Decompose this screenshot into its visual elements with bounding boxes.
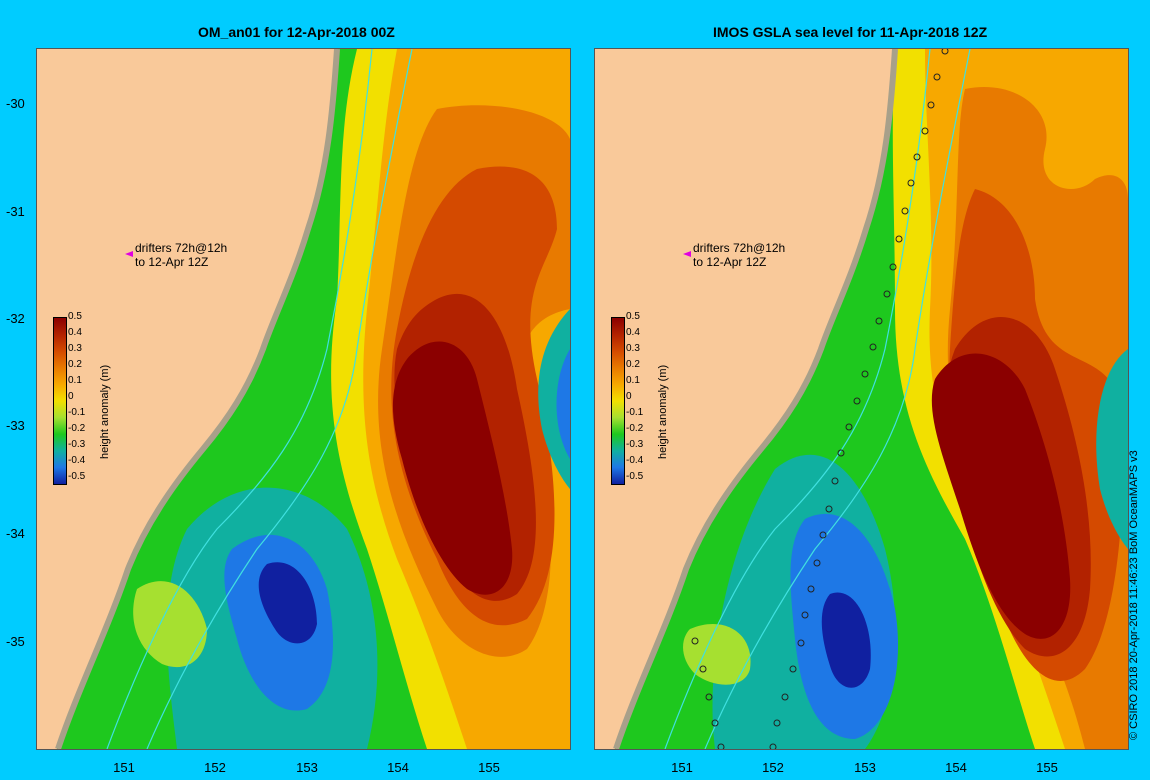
right-panel-title: IMOS GSLA sea level for 11-Apr-2018 12Z (713, 24, 988, 40)
xtick-label: 151 (113, 760, 135, 775)
xtick-label: 154 (945, 760, 967, 775)
credit-text: © CSIRO 2018 20-Apr-2018 11:46:23 BoM Oc… (1128, 450, 1140, 740)
left-colorbar-labels: 0.5 0.4 0.3 0.2 0.1 0 -0.1 -0.2 -0.3 -0.… (68, 311, 86, 482)
xtick-label: 152 (204, 760, 226, 775)
xtick-label: 151 (671, 760, 693, 775)
right-drifter-arrow-icon (683, 251, 691, 257)
right-map[interactable]: drifters 72h@12h to 12-Apr 12Z 0.5 0.4 0… (594, 48, 1129, 750)
ytick-label: -31 (6, 204, 25, 219)
xtick-label: 155 (1036, 760, 1058, 775)
xtick-label: 154 (387, 760, 409, 775)
left-colorbar (53, 317, 67, 485)
xtick-label: 153 (854, 760, 876, 775)
right-map-field (595, 49, 1128, 749)
ytick-label: -34 (6, 526, 25, 541)
right-colorbar (611, 317, 625, 485)
left-map[interactable]: drifters 72h@12h to 12-Apr 12Z 0.5 0.4 0… (36, 48, 571, 750)
xtick-label: 155 (478, 760, 500, 775)
left-panel-title: OM_an01 for 12-Apr-2018 00Z (198, 24, 395, 40)
xtick-label: 153 (296, 760, 318, 775)
ytick-label: -35 (6, 634, 25, 649)
right-drifter-note: drifters 72h@12h to 12-Apr 12Z (693, 241, 786, 269)
left-map-field (37, 49, 570, 749)
ytick-label: -32 (6, 311, 25, 326)
right-colorbar-labels: 0.5 0.4 0.3 0.2 0.1 0 -0.1 -0.2 -0.3 -0.… (626, 311, 644, 482)
ytick-label: -33 (6, 418, 25, 433)
left-drifter-note: drifters 72h@12h to 12-Apr 12Z (135, 241, 228, 269)
left-colorbar-title: height anomaly (m) (99, 364, 111, 459)
left-drifter-arrow-icon (125, 251, 133, 257)
ytick-label: -30 (6, 96, 25, 111)
xtick-label: 152 (762, 760, 784, 775)
right-colorbar-title: height anomaly (m) (657, 364, 669, 459)
